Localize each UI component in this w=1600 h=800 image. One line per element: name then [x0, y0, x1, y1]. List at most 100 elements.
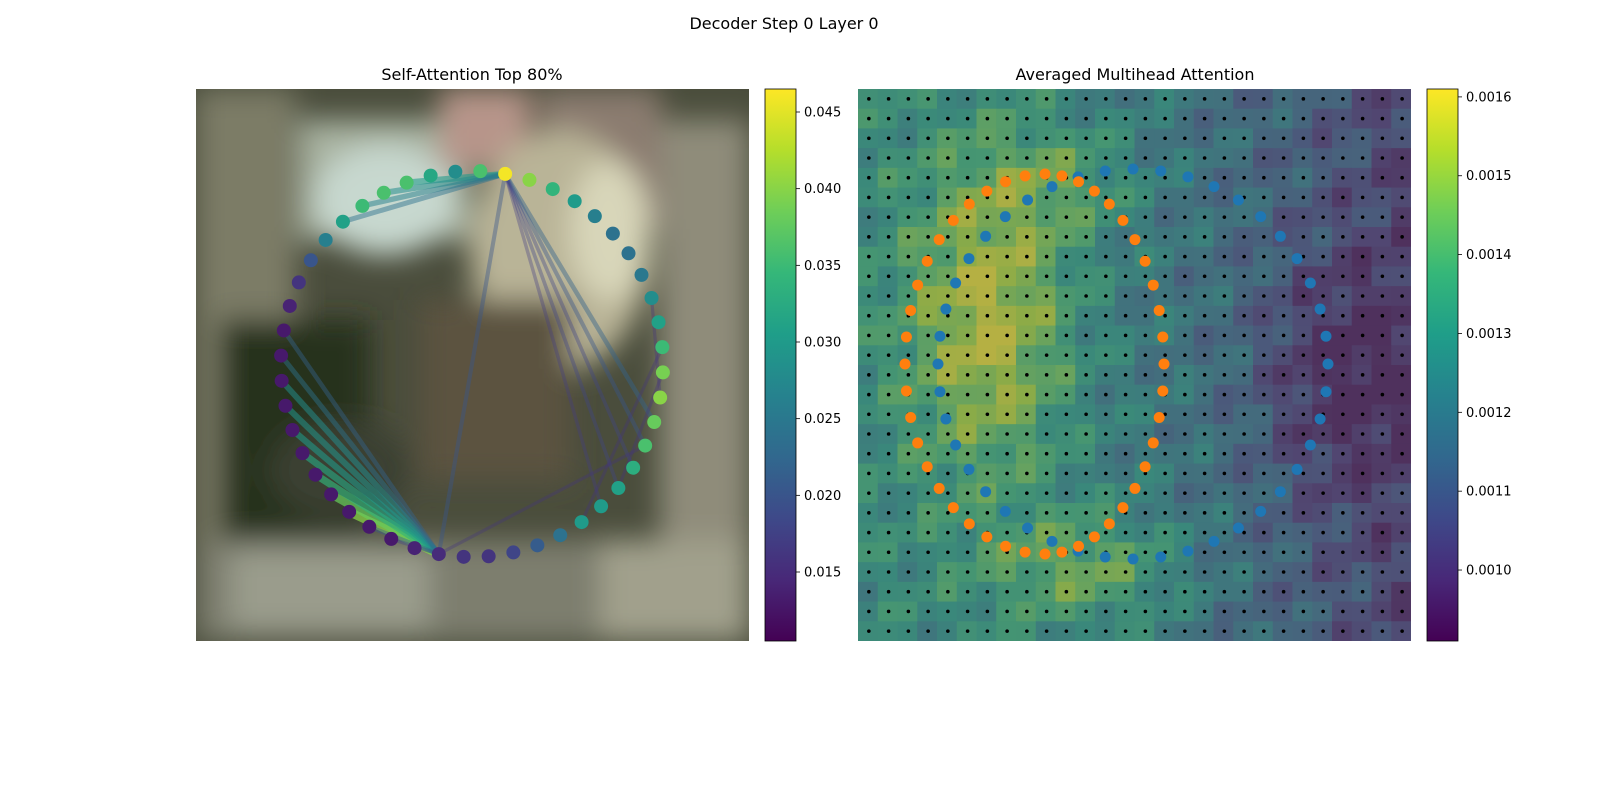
- grid-dot: [1202, 215, 1207, 219]
- grid-dot: [867, 254, 871, 259]
- grid-dot: [1005, 294, 1009, 298]
- grid-dot: [1005, 570, 1009, 574]
- outer-contour-point: [1208, 181, 1220, 193]
- token-point: [285, 423, 300, 438]
- grid-dot: [1380, 136, 1385, 141]
- grid-dot: [1281, 353, 1286, 357]
- token-point: [574, 515, 589, 530]
- token-point: [384, 531, 399, 546]
- grid-dot: [1104, 175, 1108, 180]
- inner-contour-point: [1088, 531, 1100, 543]
- grid-dot: [1301, 156, 1306, 160]
- grid-dot: [1341, 491, 1345, 495]
- grid-dot: [1341, 609, 1345, 614]
- grid-dot: [926, 235, 930, 239]
- left-colorbar-tick-label: 0.020: [804, 489, 841, 504]
- grid-dot: [1163, 530, 1167, 535]
- inner-contour-point: [963, 198, 975, 210]
- grid-dot: [926, 215, 930, 219]
- grid-dot: [906, 254, 911, 259]
- grid-dot: [886, 97, 891, 101]
- attention-edge: [503, 172, 635, 470]
- grid-dot: [1104, 412, 1108, 417]
- inner-contour-point: [912, 437, 924, 449]
- grid-dot: [1123, 333, 1128, 338]
- grid-dot: [946, 254, 950, 259]
- grid-dot: [1064, 274, 1069, 279]
- grid-dot: [1341, 195, 1345, 200]
- inner-contour-point: [963, 518, 975, 530]
- figure-title: Decoder Step 0 Layer 0: [689, 14, 878, 33]
- grid-dot: [1202, 589, 1207, 594]
- outer-contour-point: [1314, 413, 1326, 425]
- grid-dot: [1222, 491, 1227, 495]
- grid-dot: [1183, 333, 1187, 338]
- grid-dot: [1341, 471, 1345, 476]
- grid-dot: [1183, 491, 1187, 495]
- grid-dot: [1341, 353, 1345, 357]
- grid-dot: [1281, 274, 1286, 279]
- inner-contour-point: [1056, 546, 1068, 558]
- inner-contour-point: [1153, 412, 1165, 424]
- grid-dot: [906, 432, 911, 436]
- grid-dot: [1025, 570, 1029, 574]
- grid-dot: [1044, 491, 1049, 495]
- grid-dot: [1084, 235, 1088, 239]
- grid-dot: [946, 195, 950, 200]
- right-panel-title: Averaged Multihead Attention: [1016, 65, 1255, 84]
- grid-dot: [1321, 589, 1325, 594]
- grid-dot: [1064, 195, 1069, 200]
- outer-contour-point: [1182, 171, 1194, 183]
- grid-dot: [1262, 373, 1266, 377]
- inner-contour-point: [1157, 385, 1169, 397]
- grid-dot: [1360, 195, 1365, 200]
- grid-dot: [1143, 156, 1148, 160]
- grid-dot: [1400, 97, 1404, 101]
- token-point: [362, 519, 377, 534]
- grid-dot: [1044, 609, 1049, 614]
- grid-dot: [1064, 392, 1069, 397]
- grid-dot: [1104, 491, 1108, 495]
- grid-dot: [1380, 373, 1385, 377]
- grid-dot: [1104, 97, 1108, 101]
- grid-dot: [1104, 116, 1108, 121]
- grid-dot: [1380, 412, 1385, 417]
- grid-dot: [1301, 629, 1306, 633]
- grid-dot: [1183, 471, 1187, 476]
- grid-dot: [1163, 570, 1167, 574]
- grid-dot: [985, 136, 990, 141]
- grid-dot: [985, 353, 990, 357]
- inner-contour-point: [905, 412, 917, 424]
- grid-dot: [1360, 550, 1365, 555]
- grid-dot: [985, 313, 990, 318]
- grid-dot: [886, 491, 891, 495]
- grid-dot: [1104, 294, 1108, 298]
- grid-dot: [1143, 215, 1148, 219]
- grid-dot: [906, 353, 911, 357]
- grid-dot: [886, 550, 891, 555]
- grid-dot: [1163, 373, 1167, 377]
- outer-contour-point: [980, 230, 992, 242]
- grid-dot: [1341, 511, 1345, 515]
- grid-dot: [1064, 451, 1069, 456]
- grid-dot: [1163, 274, 1167, 279]
- left-panel: Self-Attention Top 80%: [196, 65, 749, 641]
- grid-dot: [1341, 294, 1345, 298]
- grid-dot: [1222, 451, 1227, 456]
- grid-dot: [1360, 491, 1365, 495]
- grid-dot: [906, 175, 911, 180]
- grid-dot: [1143, 97, 1148, 101]
- token-point: [530, 538, 545, 553]
- inner-contour-point: [1117, 214, 1129, 226]
- grid-dot: [1301, 294, 1306, 298]
- grid-dot: [1360, 471, 1365, 476]
- grid-dot: [1143, 175, 1148, 180]
- grid-dot: [1281, 136, 1286, 141]
- grid-dot: [1123, 373, 1128, 377]
- grid-dot: [985, 156, 990, 160]
- grid-dot: [1202, 313, 1207, 318]
- grid-dot: [1321, 491, 1325, 495]
- grid-dot: [1143, 471, 1148, 476]
- grid-dot: [1104, 156, 1108, 160]
- outer-contour-point: [1155, 551, 1167, 563]
